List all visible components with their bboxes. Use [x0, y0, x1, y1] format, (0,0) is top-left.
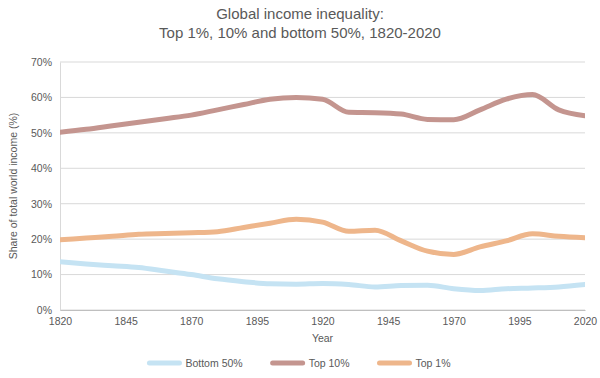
series-line [60, 262, 585, 291]
series-line [60, 219, 585, 254]
tick-label: 1820 [49, 315, 73, 327]
tick-label: 50% [31, 127, 52, 139]
grid-line [60, 203, 585, 204]
y-axis-title: Share of total world income (%) [7, 113, 19, 259]
legend-item: Top 1% [380, 357, 451, 369]
tick-label: 20% [31, 233, 52, 245]
tick-label: 40% [31, 162, 52, 174]
legend: Bottom 50% Top 10% Top 1% [149, 357, 450, 369]
tick: 1995 [508, 310, 532, 327]
chart-title: Global income inequality: [216, 5, 384, 22]
tick: 1920 [311, 310, 335, 327]
grid-line [60, 274, 585, 275]
tick: 0% [37, 304, 60, 316]
chart-title: Top 1%, 10% and bottom 50%, 1820-2020 [159, 24, 441, 41]
y-axis: 0% 10% 20% 30% 40% 50% 60% 70% [31, 56, 61, 316]
tick: 10% [31, 268, 60, 280]
tick: 60% [31, 91, 60, 103]
x-axis: 1820 1845 1870 1895 1920 1945 1970 1995 2020 [49, 310, 598, 327]
legend-item: Bottom 50% [149, 357, 242, 369]
tick: 50% [31, 127, 60, 139]
tick-label: 1845 [114, 315, 138, 327]
tick-label: 1945 [377, 315, 401, 327]
tick-label: 70% [31, 56, 52, 68]
grid-line [60, 168, 585, 169]
tick: 1845 [114, 310, 138, 327]
tick: 1895 [246, 310, 270, 327]
tick: 20% [31, 233, 60, 245]
chart: Global income inequality: Top 1%, 10% and… [0, 0, 600, 378]
legend-label: Top 10% [309, 357, 350, 369]
grid-line [60, 62, 585, 63]
legend-item: Top 10% [273, 357, 350, 369]
grid [60, 62, 585, 310]
legend-swatch [380, 361, 410, 366]
tick-label: 10% [31, 268, 52, 280]
tick: 1945 [377, 310, 401, 327]
tick: 70% [31, 56, 60, 68]
tick-label: 60% [31, 91, 52, 103]
tick: 1970 [443, 310, 467, 327]
plot-area: 0%10%20%30%40%50%60%70%18201845187018951… [31, 56, 597, 328]
legend-label: Top 1% [416, 357, 451, 369]
tick: 2020 [574, 310, 598, 327]
grid-line [60, 132, 585, 133]
tick-label: 1995 [508, 315, 532, 327]
tick-label: 1970 [443, 315, 467, 327]
tick: 40% [31, 162, 60, 174]
tick-label: 1895 [246, 315, 270, 327]
tick: 1870 [180, 310, 204, 327]
tick: 1820 [49, 310, 73, 327]
tick: 30% [31, 198, 60, 210]
grid-line [60, 310, 585, 311]
tick-label: 1870 [180, 315, 204, 327]
legend-swatch [149, 361, 179, 366]
tick-label: 30% [31, 198, 52, 210]
tick-label: 0% [37, 304, 52, 316]
x-axis-title: Year [312, 332, 334, 344]
series-line [60, 95, 585, 133]
tick-label: 2020 [574, 315, 598, 327]
legend-label: Bottom 50% [185, 357, 242, 369]
axis-line [60, 63, 61, 311]
axis-line [61, 310, 586, 311]
series-group [60, 95, 585, 291]
legend-swatch [273, 361, 303, 366]
tick-label: 1920 [311, 315, 335, 327]
